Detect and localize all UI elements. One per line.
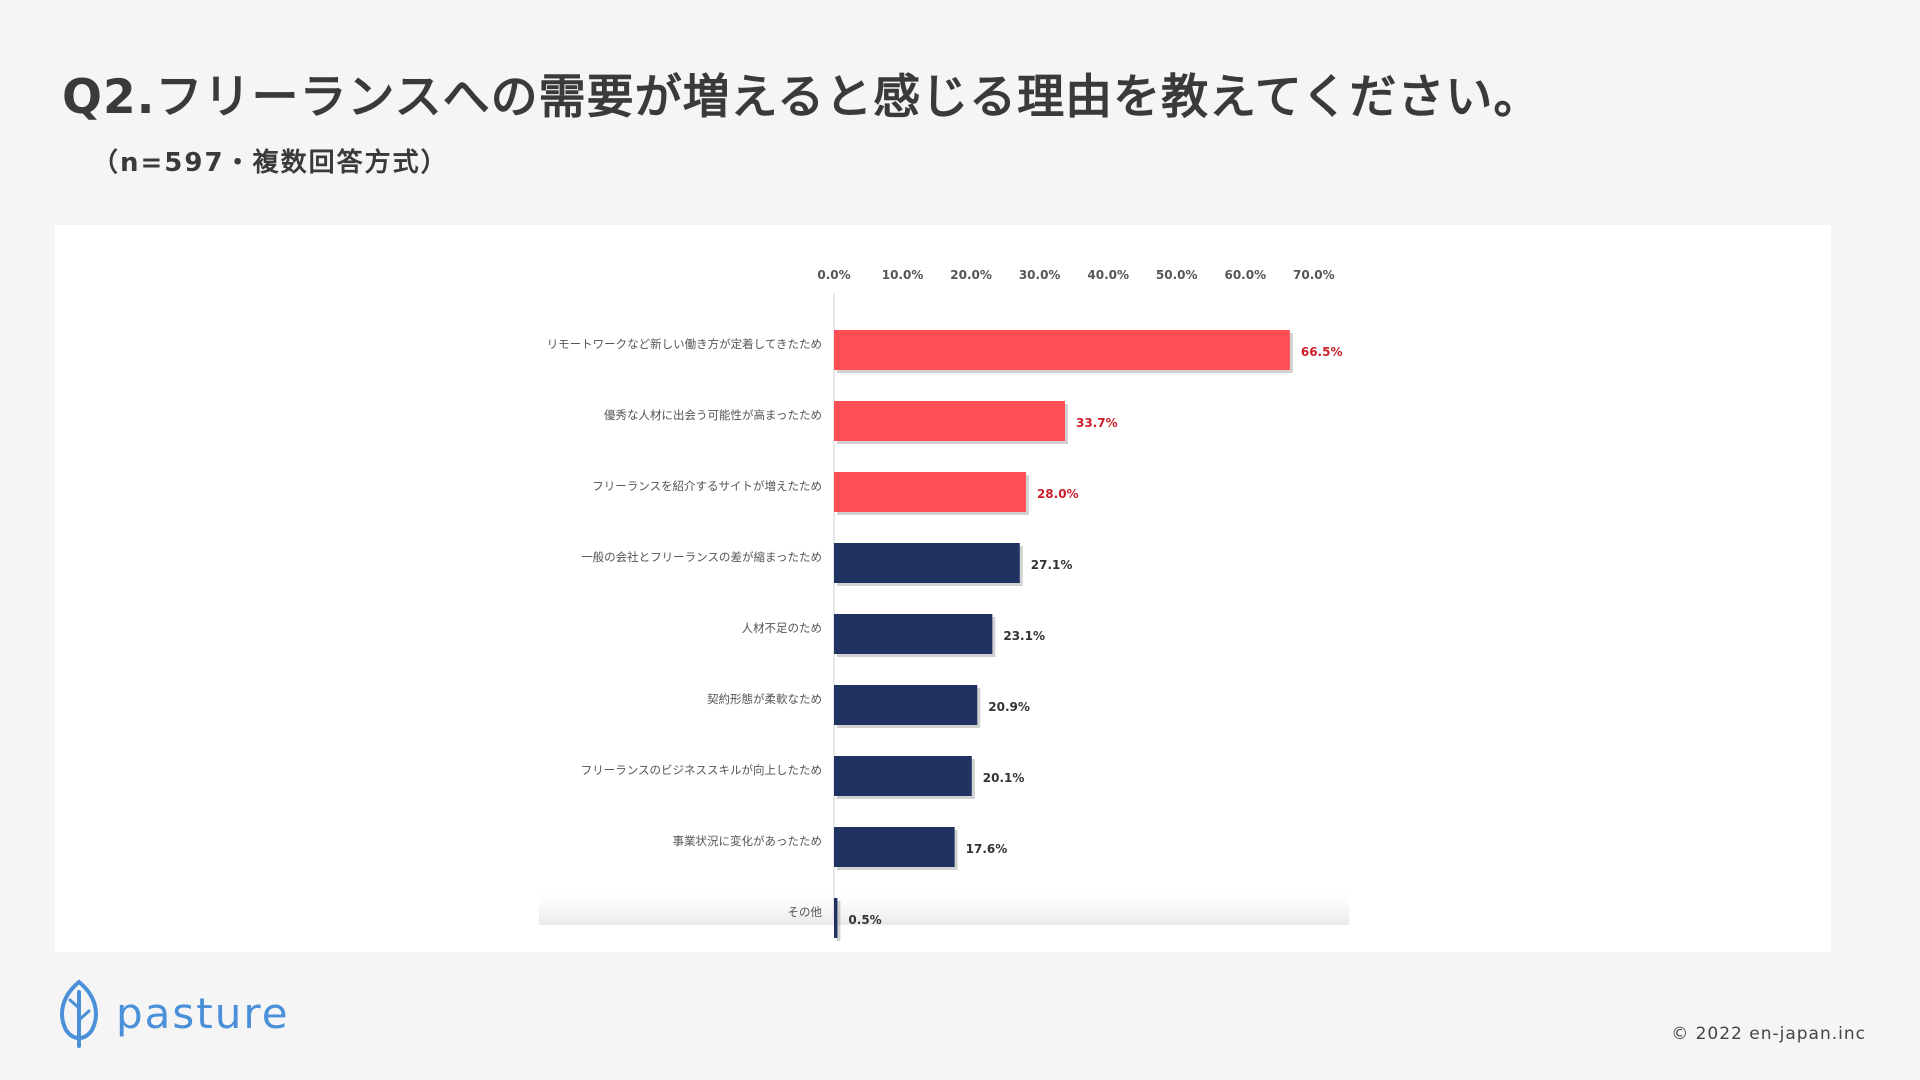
bar <box>834 614 993 654</box>
x-tick-label: 10.0% <box>882 268 924 282</box>
category-label: フリーランスのビジネススキルが向上したため <box>581 763 822 777</box>
bar <box>834 330 1290 370</box>
x-tick-label: 30.0% <box>1019 268 1061 282</box>
brand-name: pasture <box>116 988 290 1038</box>
value-label: 23.1% <box>1003 629 1045 643</box>
value-label: 27.1% <box>1031 558 1073 572</box>
value-label: 66.5% <box>1301 345 1343 359</box>
bar-shadow <box>837 901 841 941</box>
x-tick-label: 0.0% <box>817 268 850 282</box>
leaf-icon <box>60 979 98 1048</box>
x-tick-label: 40.0% <box>1087 268 1129 282</box>
x-tick-label: 70.0% <box>1293 268 1335 282</box>
x-tick-label: 20.0% <box>950 268 992 282</box>
page-subtitle: （n=597・複数回答方式） <box>92 148 449 178</box>
value-label: 33.7% <box>1076 416 1118 430</box>
bar <box>834 827 955 867</box>
bar <box>834 472 1026 512</box>
brand-logo: pasture <box>54 978 290 1048</box>
value-label: 28.0% <box>1037 487 1079 501</box>
value-label: 0.5% <box>848 913 881 927</box>
bar <box>834 543 1020 583</box>
page-title: Q2.フリーランスへの需要が増えると感じる理由を教えてください。 <box>62 70 1542 125</box>
category-label: フリーランスを紹介するサイトが増えたため <box>592 479 822 493</box>
bar <box>834 756 972 796</box>
category-label: 契約形態が柔軟なため <box>707 692 822 706</box>
value-label: 20.1% <box>983 771 1025 785</box>
value-label: 20.9% <box>988 700 1030 714</box>
category-label: 人材不足のため <box>742 621 823 635</box>
copyright: © 2022 en-japan.inc <box>1671 1024 1866 1044</box>
category-label: 優秀な人材に出会う可能性が高まったため <box>604 408 822 422</box>
bar-chart: 0.0% 10.0% 20.0% 30.0% 40.0% 50.0% 60.0% 70.0% … <box>539 268 1349 941</box>
category-label: 一般の会社とフリーランスの差が縮まったため <box>581 550 822 564</box>
value-label: 17.6% <box>966 842 1008 856</box>
plot-fade <box>539 885 1349 925</box>
category-label: その他 <box>788 905 823 919</box>
bar <box>834 401 1066 441</box>
category-label: 事業状況に変化があったため <box>673 834 823 848</box>
bar <box>834 685 978 725</box>
category-label: リモートワークなど新しい働き方が定着してきたため <box>547 337 822 351</box>
x-tick-label: 60.0% <box>1224 268 1266 282</box>
chart-panel: 0.0% 10.0% 20.0% 30.0% 40.0% 50.0% 60.0% 70.0% … <box>55 225 1831 952</box>
bar <box>834 898 838 938</box>
x-tick-label: 50.0% <box>1156 268 1198 282</box>
